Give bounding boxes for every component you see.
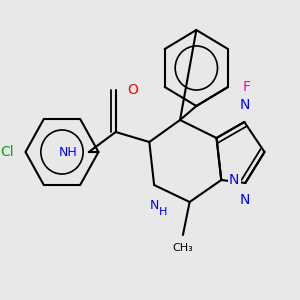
Text: Cl: Cl [0, 145, 14, 159]
Text: H: H [159, 207, 167, 217]
Text: O: O [127, 83, 138, 97]
Text: N: N [229, 173, 239, 187]
Text: N: N [240, 193, 250, 207]
Text: F: F [242, 80, 250, 94]
Text: N: N [149, 199, 159, 212]
Text: NH: NH [58, 146, 77, 158]
Text: CH₃: CH₃ [172, 243, 193, 253]
Text: N: N [239, 98, 250, 112]
